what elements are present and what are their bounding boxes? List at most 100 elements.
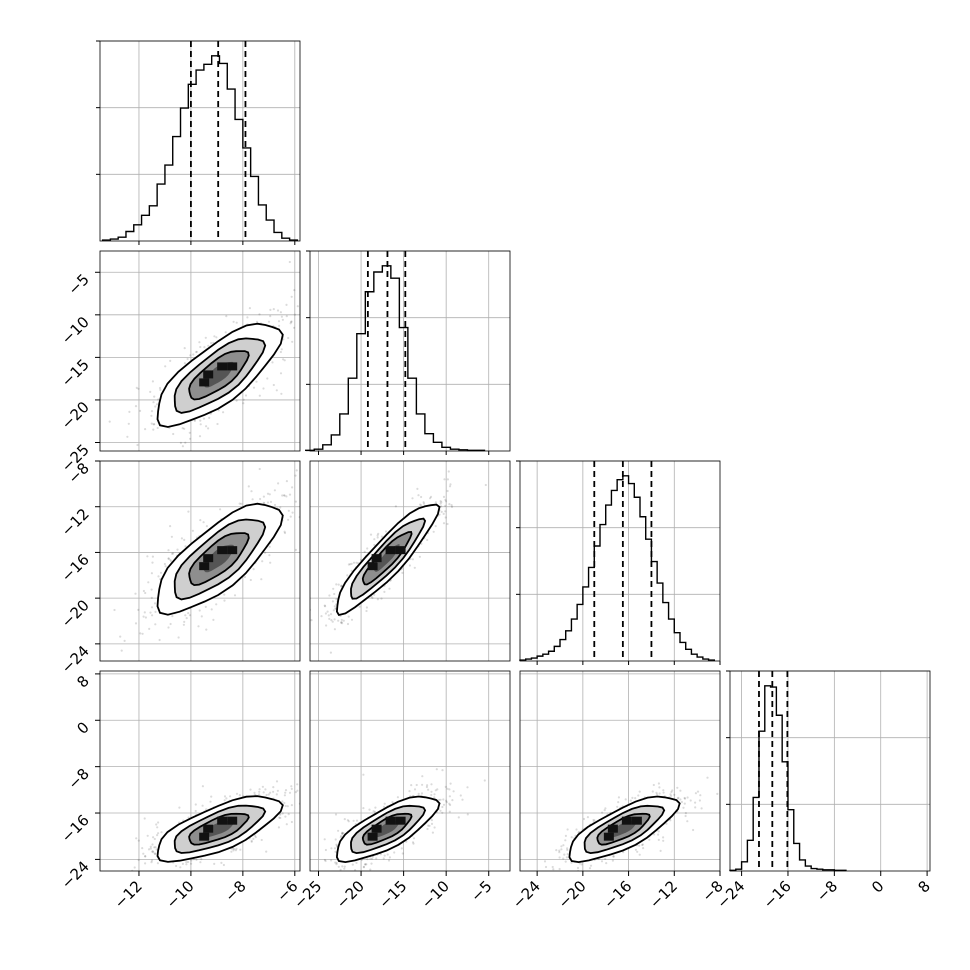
- scatter-point: [401, 852, 404, 855]
- histogram-bar: [416, 414, 425, 451]
- scatter-point: [233, 847, 236, 851]
- scatter-point: [175, 864, 178, 868]
- scatter-point: [152, 836, 155, 839]
- scatter-point: [149, 847, 152, 850]
- scatter-point: [164, 365, 167, 368]
- scatter-point: [343, 865, 346, 868]
- scatter-point: [371, 857, 374, 860]
- scatter-point: [412, 842, 415, 845]
- scatter-point: [212, 618, 215, 622]
- scatter-point: [158, 638, 161, 642]
- scatter-point: [425, 785, 428, 789]
- scatter-point: [181, 445, 184, 448]
- scatter-point: [148, 627, 151, 631]
- scatter-point: [263, 502, 266, 505]
- scatter-point: [178, 806, 181, 809]
- scatter-point: [180, 537, 183, 540]
- histogram-bar: [266, 220, 274, 241]
- scatter-point: [340, 618, 343, 622]
- scatter-point: [436, 788, 439, 791]
- scatter-point: [249, 788, 252, 791]
- scatter-point: [376, 598, 379, 601]
- histogram-bar: [134, 225, 142, 241]
- scatter-point: [291, 486, 294, 489]
- scatter-point: [242, 402, 245, 405]
- scatter-point: [215, 603, 218, 606]
- density-peak-cell: [227, 362, 238, 371]
- scatter-point: [255, 380, 258, 383]
- scatter-point: [152, 428, 155, 431]
- scatter-point: [240, 502, 243, 505]
- histogram-bar: [274, 232, 282, 241]
- scatter-point: [262, 501, 265, 504]
- scatter-point: [420, 792, 424, 795]
- scatter-point: [331, 600, 334, 603]
- scatter-point: [283, 794, 286, 797]
- scatter-point: [440, 510, 443, 513]
- scatter-point: [273, 489, 276, 492]
- scatter-point: [283, 530, 286, 533]
- scatter-point: [265, 850, 268, 853]
- scatter-point: [355, 861, 358, 865]
- scatter-point: [420, 504, 423, 507]
- histogram-bar: [571, 619, 577, 661]
- scatter-point: [119, 635, 122, 638]
- scatter-point: [333, 592, 336, 596]
- panel-frame: [729, 670, 931, 872]
- scatter-point: [283, 494, 286, 497]
- scatter-point: [444, 510, 447, 513]
- scatter-point: [272, 786, 275, 789]
- scatter-point: [277, 826, 280, 829]
- density-peak-cell: [217, 546, 228, 555]
- scatter-point: [337, 619, 340, 622]
- scatter-point: [224, 331, 227, 334]
- scatter-point: [199, 345, 202, 349]
- scatter-point: [442, 512, 445, 516]
- panel-content: [131, 780, 300, 871]
- scatter-point: [288, 791, 292, 794]
- density-peak-cell: [385, 546, 396, 555]
- scatter-point: [268, 545, 271, 548]
- scatter-point: [452, 790, 455, 793]
- histogram-series: [729, 685, 847, 872]
- scatter-point: [448, 802, 451, 805]
- scatter-point: [157, 398, 160, 401]
- scatter-point: [215, 336, 218, 339]
- scatter-point: [444, 785, 447, 789]
- scatter-point: [250, 840, 253, 843]
- scatter-point: [156, 862, 159, 865]
- scatter-point: [153, 852, 156, 856]
- scatter-point: [441, 811, 444, 814]
- scatter-point: [371, 596, 374, 600]
- histogram-bar: [549, 651, 555, 661]
- scatter-point: [329, 651, 332, 654]
- scatter-point: [417, 494, 420, 497]
- histogram-bar: [765, 686, 771, 871]
- scatter-point: [351, 863, 354, 866]
- scatter-panel-1-4: [99, 670, 301, 872]
- scatter-point: [159, 571, 163, 574]
- scatter-point: [444, 500, 448, 503]
- scatter-point: [484, 483, 487, 487]
- scatter-point: [279, 816, 282, 820]
- scatter-point: [285, 315, 288, 318]
- scatter-point: [373, 543, 376, 547]
- histogram-bar: [800, 860, 806, 871]
- histogram-bar: [629, 484, 635, 661]
- scatter-point: [235, 792, 239, 795]
- scatter-point: [376, 536, 379, 539]
- scatter-point: [296, 305, 299, 308]
- scatter-point: [290, 320, 293, 324]
- scatter-point: [210, 342, 213, 345]
- scatter-point: [373, 538, 376, 541]
- scatter-point: [108, 420, 111, 423]
- scatter-point: [194, 803, 197, 806]
- scatter-point: [340, 621, 343, 624]
- scatter-point: [330, 847, 333, 850]
- scatter-point: [167, 626, 170, 629]
- scatter-point: [366, 858, 369, 861]
- scatter-point: [232, 320, 235, 323]
- scatter-point: [163, 562, 166, 566]
- scatter-point: [682, 806, 685, 809]
- histogram-bar: [680, 642, 686, 661]
